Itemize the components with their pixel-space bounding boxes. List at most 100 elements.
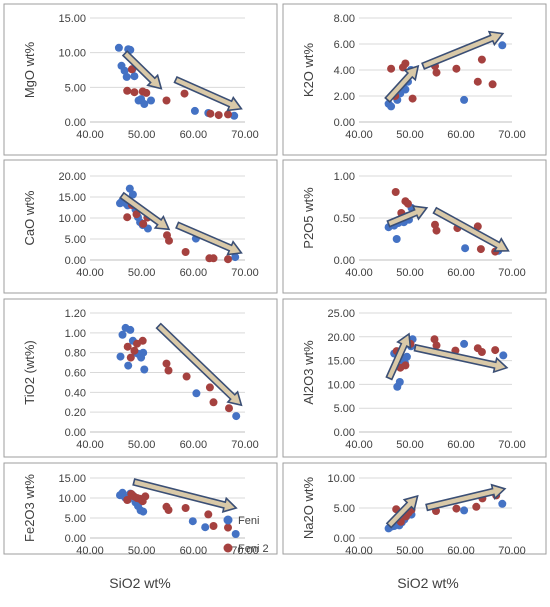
data-point-feni2 xyxy=(209,254,218,263)
data-point-feni xyxy=(139,348,148,357)
legend: Feni Feni 2 xyxy=(223,515,269,555)
y-axis-title: Al2O3 wt% xyxy=(301,340,316,405)
data-point-feni xyxy=(460,95,469,104)
y-tick-label: 15.00 xyxy=(58,473,86,485)
x-tick-label: 60.00 xyxy=(447,545,475,557)
data-point-feni xyxy=(402,352,411,361)
y-tick-label: 0.00 xyxy=(334,117,355,129)
data-point-feni xyxy=(125,184,134,193)
y-tick-label: 4.00 xyxy=(334,65,355,77)
x-tick-label: 70.00 xyxy=(231,545,259,557)
data-point-feni2 xyxy=(132,210,141,219)
y-tick-label: 2.00 xyxy=(334,91,355,103)
data-point-feni xyxy=(122,72,131,81)
trend-arrow xyxy=(421,30,505,70)
x-tick-label: 60.00 xyxy=(447,439,475,451)
data-point-feni2 xyxy=(401,59,410,68)
data-point-feni xyxy=(460,506,469,515)
data-point-feni2 xyxy=(473,222,482,231)
trend-arrow xyxy=(385,332,412,381)
data-point-feni xyxy=(118,330,127,339)
panel-border xyxy=(3,3,278,156)
x-tick-label: 60.00 xyxy=(180,267,208,279)
y-axis-title: Fe2O3 wt% xyxy=(22,474,37,542)
data-point-feni xyxy=(190,106,199,115)
x-tick-label: 50.00 xyxy=(396,439,424,451)
data-point-feni xyxy=(124,361,133,370)
data-point-feni2 xyxy=(182,372,191,381)
data-point-feni2 xyxy=(123,342,132,351)
data-point-feni xyxy=(192,389,201,398)
data-point-feni2 xyxy=(476,245,485,254)
y-tick-label: 10.00 xyxy=(58,493,86,505)
panel-border xyxy=(3,298,278,458)
y-tick-label: 0.60 xyxy=(65,368,86,380)
trend-arrow xyxy=(175,221,243,256)
data-point-feni xyxy=(114,43,123,52)
x-tick-label: 40.00 xyxy=(345,267,373,279)
data-point-feni2 xyxy=(452,64,461,73)
data-point-feni xyxy=(387,102,396,111)
y-tick-label: 0.00 xyxy=(65,427,86,439)
legend-label-feni: Feni xyxy=(238,515,259,527)
data-point-feni xyxy=(231,530,240,538)
trend-arrow xyxy=(155,322,243,407)
chart-panel-5: 0.00 0.20 0.40 0.60 0.80 1.00 1.20 40.00 50.00 60… xyxy=(3,298,278,458)
y-tick-label: 25.00 xyxy=(327,308,355,320)
y-tick-label: 20.00 xyxy=(327,332,355,344)
data-point-feni2 xyxy=(387,64,396,73)
x-tick-label: 40.00 xyxy=(345,439,373,451)
chart-panel-8: 0.00 5.00 10.00 40.00 50.00 60.00 70.00 Na2O wt… xyxy=(282,462,547,557)
data-point-feni2 xyxy=(123,86,132,95)
x-tick-label: 50.00 xyxy=(396,129,424,141)
x-tick-label: 50.00 xyxy=(128,545,156,557)
y-tick-label: 15.00 xyxy=(58,13,86,25)
data-point-feni xyxy=(499,351,508,360)
x-tick-label: 60.00 xyxy=(447,267,475,279)
chart-panel-3: 0.00 5.00 10.00 15.00 20.00 40.00 50.00 60.00 70… xyxy=(3,159,278,294)
y-tick-label: 0.20 xyxy=(65,407,86,419)
y-tick-label: 0.00 xyxy=(334,533,355,545)
legend-marker-feni2 xyxy=(223,543,233,553)
x-tick-label: 70.00 xyxy=(231,439,259,451)
x-tick-label: 40.00 xyxy=(76,267,104,279)
y-tick-label: 0.00 xyxy=(334,255,355,267)
data-point-feni2 xyxy=(164,506,173,514)
data-point-feni2 xyxy=(391,188,400,196)
y-tick-label: 5.00 xyxy=(334,403,355,415)
y-axis-title: K2O wt% xyxy=(301,42,316,97)
data-point-feni xyxy=(128,190,137,199)
y-tick-label: 0.80 xyxy=(65,348,86,360)
x-axis-title-left: SiO2 wt% xyxy=(109,575,170,591)
y-tick-label: 0.00 xyxy=(65,533,86,545)
y-axis-title: TiO2 (wt%) xyxy=(22,340,37,405)
data-point-feni xyxy=(188,517,197,526)
y-tick-label: 8.00 xyxy=(334,13,355,25)
chart-panel-4: 0.00 0.50 1.00 40.00 50.00 60.00 70.00 P2O5 wt% xyxy=(282,159,547,294)
data-point-feni2 xyxy=(130,346,139,355)
data-point-feni2 xyxy=(477,55,486,64)
y-axis-title: CaO wt% xyxy=(22,190,37,245)
data-point-feni2 xyxy=(181,248,190,256)
panel-border xyxy=(282,159,547,294)
y-axis-title: MgO wt% xyxy=(22,41,37,98)
data-point-feni2 xyxy=(142,88,151,97)
data-point-feni2 xyxy=(401,361,410,370)
data-point-feni2 xyxy=(408,94,417,103)
data-point-feni2 xyxy=(432,341,441,350)
data-point-feni xyxy=(139,507,148,516)
y-tick-label: 15.00 xyxy=(327,356,355,368)
data-point-feni xyxy=(140,100,149,108)
y-tick-label: 5.00 xyxy=(65,234,86,246)
x-tick-label: 40.00 xyxy=(345,545,373,557)
y-tick-label: 10.00 xyxy=(327,379,355,391)
data-point-feni xyxy=(147,96,155,105)
y-tick-label: 1.20 xyxy=(65,308,86,320)
x-axis-title-right: SiO2 wt% xyxy=(397,575,458,591)
data-point-feni xyxy=(392,235,401,243)
y-tick-label: 20.00 xyxy=(58,171,86,183)
x-tick-label: 70.00 xyxy=(498,267,526,279)
trend-arrow xyxy=(425,483,507,512)
data-point-feni2 xyxy=(180,89,189,98)
